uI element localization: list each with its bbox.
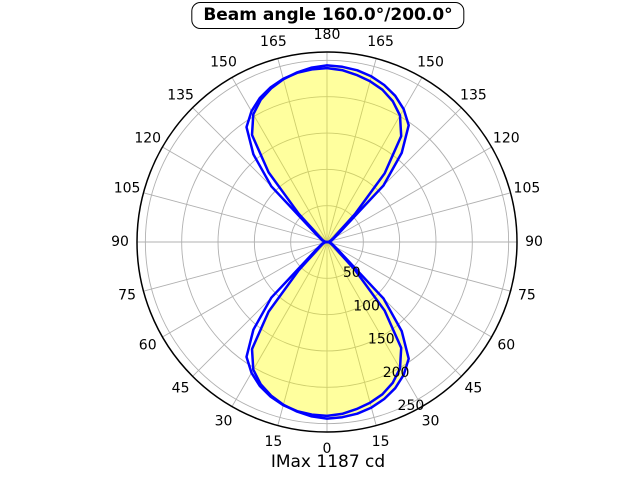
grid-circle: [290, 205, 364, 279]
beam-fill: [252, 65, 409, 419]
radial-tick-label: 200: [383, 365, 410, 381]
angle-tick-label: 90: [111, 234, 129, 250]
angle-tick-label: 165: [260, 34, 287, 50]
grid-circle: [253, 168, 401, 316]
angle-tick-label: 0: [323, 441, 332, 457]
angle-tick-label: 135: [460, 88, 487, 104]
grid-spoke: [277, 241, 328, 426]
angle-tick-label: 60: [497, 338, 515, 354]
angle-tick-label: 120: [493, 131, 520, 147]
grid-spoke: [326, 241, 423, 407]
radial-tick-label: 150: [368, 332, 395, 348]
angle-tick-label: 120: [134, 131, 161, 147]
grid-circle: [181, 96, 473, 388]
imax-label: IMax 1187 cd: [270, 452, 386, 472]
grid-circle: [217, 132, 437, 352]
grid-spoke: [231, 77, 328, 243]
grid-spoke: [326, 241, 511, 292]
angle-tick-label: 30: [215, 413, 233, 429]
angle-tick-label: 150: [417, 55, 444, 71]
grid-spoke: [277, 58, 328, 243]
angle-tick-label: 15: [264, 434, 282, 450]
angle-tick-label: 45: [172, 380, 190, 396]
angle-tick-label: 75: [118, 288, 136, 304]
grid-spoke: [162, 146, 328, 243]
grid-spoke: [326, 241, 492, 338]
grid-spoke: [143, 241, 328, 292]
angle-tick-label: 165: [367, 34, 394, 50]
grid-spoke: [326, 58, 377, 243]
angle-tick-label: 15: [372, 434, 390, 450]
radial-tick-label: 50: [343, 265, 361, 281]
grid-spoke: [326, 77, 423, 243]
chart-title: Beam angle 160.0°/200.0°: [191, 2, 465, 29]
radial-tick-label: 100: [353, 298, 380, 314]
beam-curve-filled: [250, 64, 410, 420]
outer-circle: [136, 51, 518, 433]
grid-spoke: [231, 241, 328, 407]
angle-tick-label: 135: [167, 88, 194, 104]
angle-tick-label: 150: [210, 55, 237, 71]
angle-tick-label: 90: [525, 234, 543, 250]
angle-tick-label: 180: [314, 27, 341, 43]
grid-spoke: [162, 241, 328, 338]
angle-tick-label: 60: [139, 338, 157, 354]
radial-tick-label: 250: [398, 398, 425, 414]
angle-tick-label: 45: [464, 380, 482, 396]
grid-spoke: [326, 146, 492, 243]
angle-tick-label: 105: [514, 180, 541, 196]
angle-tick-label: 30: [422, 413, 440, 429]
grid-spoke: [326, 192, 511, 243]
angle-tick-label: 75: [518, 288, 536, 304]
angle-tick-label: 105: [114, 180, 141, 196]
grid-circle: [144, 59, 510, 425]
grid-spoke: [143, 192, 328, 243]
grid-spoke: [326, 241, 377, 426]
